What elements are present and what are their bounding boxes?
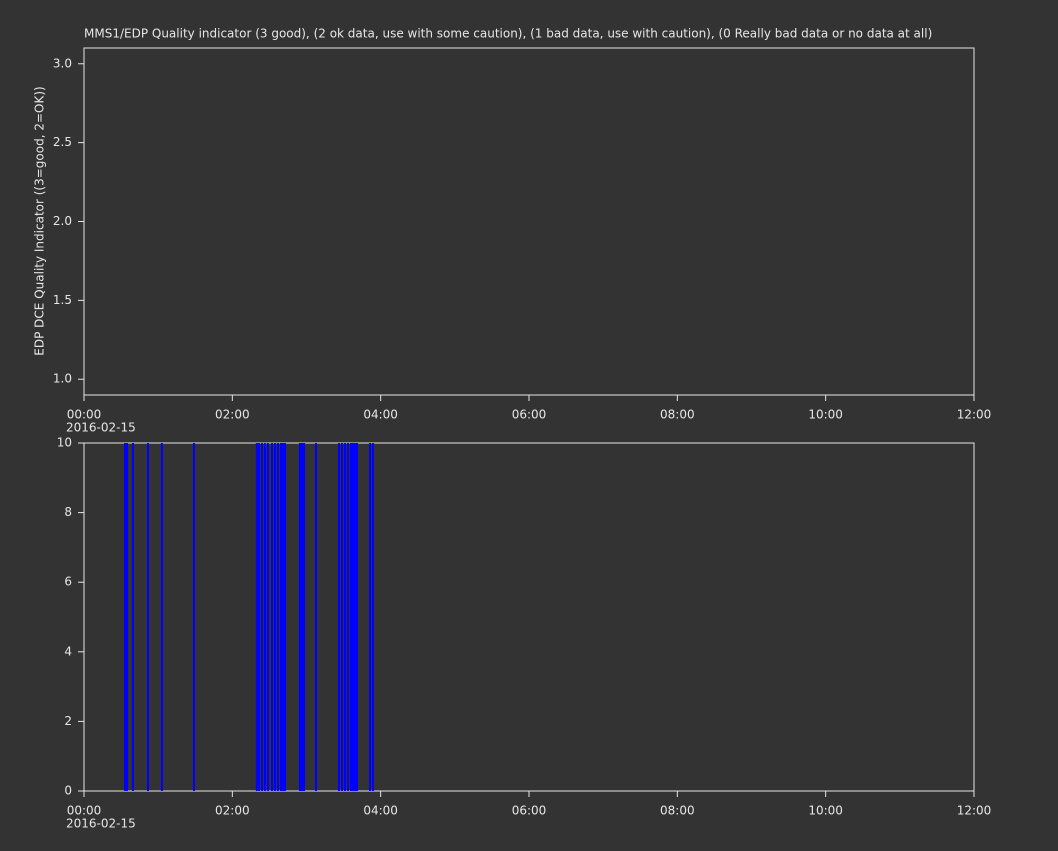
y-tick-label: 0	[64, 784, 72, 798]
date-label: 2016-02-15	[66, 421, 136, 435]
y-tick-label: 4	[64, 644, 72, 658]
x-tick-label: 08:00	[660, 408, 695, 422]
y-tick-label: 2	[64, 714, 72, 728]
y-tick-label: 2.5	[53, 135, 72, 149]
x-tick-label: 00:00	[67, 408, 102, 422]
y-axis-label: EDP DCE Quality Indicator ((3=good, 2=OK…	[33, 86, 47, 355]
y-tick-label: 6	[64, 575, 72, 589]
chart-title: MMS1/EDP Quality indicator (3 good), (2 …	[84, 27, 932, 41]
y-tick-label: 10	[57, 436, 72, 450]
x-tick-label: 06:00	[512, 804, 547, 818]
x-tick-label: 12:00	[957, 408, 992, 422]
x-tick-label: 10:00	[808, 408, 843, 422]
x-tick-label: 00:00	[67, 804, 102, 818]
y-tick-label: 3.0	[53, 56, 72, 70]
x-tick-label: 04:00	[363, 408, 398, 422]
y-tick-label: 1.0	[53, 372, 72, 386]
x-tick-label: 06:00	[512, 408, 547, 422]
x-tick-label: 04:00	[363, 804, 398, 818]
x-tick-label: 10:00	[808, 804, 843, 818]
x-tick-label: 02:00	[215, 408, 250, 422]
date-label: 2016-02-15	[66, 817, 136, 831]
y-tick-label: 1.5	[53, 293, 72, 307]
x-tick-label: 12:00	[957, 804, 992, 818]
y-tick-label: 2.0	[53, 214, 72, 228]
y-tick-label: 8	[64, 505, 72, 519]
x-tick-label: 08:00	[660, 804, 695, 818]
x-tick-label: 02:00	[215, 804, 250, 818]
